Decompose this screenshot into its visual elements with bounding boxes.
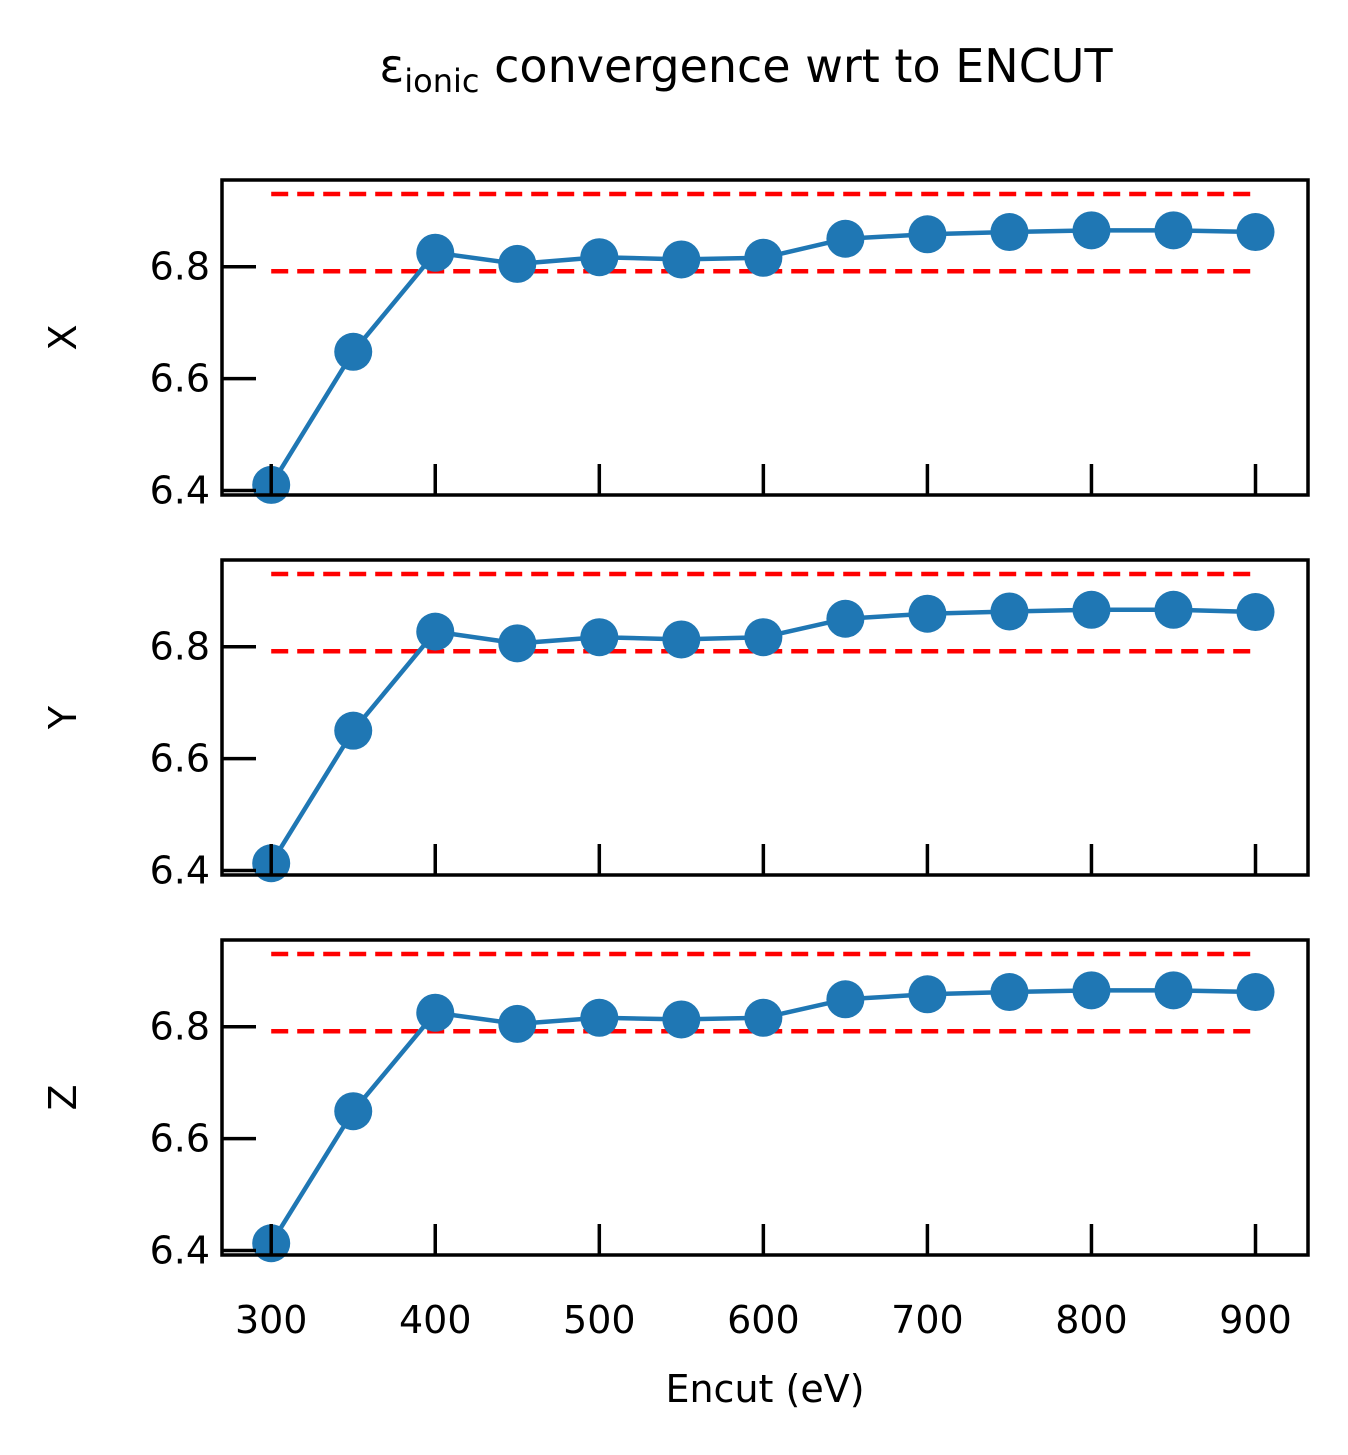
data-point xyxy=(416,233,455,272)
y-tick-label: 6.6 xyxy=(150,1117,210,1161)
x-axis-label: Encut (eV) xyxy=(665,1367,864,1411)
x-tick-label: 500 xyxy=(563,1298,636,1342)
data-point xyxy=(744,238,783,277)
panel-z: 6.4 6.6 6.8 Z 300 400 500 600 700 800 900 xyxy=(41,938,1310,1342)
x-tick-label: 400 xyxy=(399,1298,472,1342)
chart-title: εionic convergence wrt to ENCUT xyxy=(379,39,1113,100)
y-tick-label: 6.8 xyxy=(150,1005,210,1049)
x-tick-label: 700 xyxy=(891,1298,964,1342)
data-point xyxy=(744,618,783,657)
data-point xyxy=(662,1000,701,1039)
data-point xyxy=(744,998,783,1037)
data-point xyxy=(580,618,619,657)
y-tick-label: 6.4 xyxy=(150,849,210,893)
axes-frame xyxy=(220,938,1310,1257)
data-point xyxy=(990,592,1029,631)
data-point xyxy=(580,998,619,1037)
data-point xyxy=(1236,973,1275,1012)
data-point xyxy=(826,599,865,638)
title-rest: convergence wrt to ENCUT xyxy=(480,39,1114,93)
y-tick-label: 6.8 xyxy=(150,245,210,289)
y-tick-label: 6.4 xyxy=(150,469,210,513)
y-tick-label: 6.4 xyxy=(150,1229,210,1273)
y-axis-label: Z xyxy=(41,1084,85,1110)
data-point xyxy=(662,620,701,659)
data-point xyxy=(334,332,373,371)
data-point xyxy=(416,612,455,651)
data-point xyxy=(580,238,619,277)
data-point xyxy=(662,240,701,279)
panel-y: 6.4 6.6 6.8 Y xyxy=(41,558,1310,893)
data-point xyxy=(1154,971,1193,1010)
data-point xyxy=(908,215,947,254)
data-point xyxy=(334,1092,373,1131)
y-tick-label: 6.6 xyxy=(150,737,210,781)
data-point xyxy=(826,980,865,1019)
y-tick-label: 6.6 xyxy=(150,357,210,401)
data-point xyxy=(1072,971,1111,1010)
data-point xyxy=(1154,590,1193,629)
data-point xyxy=(416,993,455,1032)
data-point xyxy=(1072,590,1111,629)
axes-frame xyxy=(220,558,1310,877)
data-point xyxy=(1154,211,1193,250)
x-tick-label: 600 xyxy=(727,1298,800,1342)
data-point xyxy=(990,213,1029,252)
axes-frame xyxy=(220,178,1310,497)
x-tick-label: 900 xyxy=(1219,1298,1292,1342)
y-tick-label: 6.8 xyxy=(150,625,210,669)
x-tick-label: 800 xyxy=(1055,1298,1128,1342)
data-point xyxy=(990,973,1029,1012)
data-point xyxy=(1236,213,1275,252)
data-point xyxy=(498,624,537,663)
data-point xyxy=(498,1004,537,1043)
x-tick-label: 300 xyxy=(235,1298,308,1342)
data-point xyxy=(826,219,865,258)
panel-x: 6.4 6.6 6.8 X xyxy=(41,178,1310,513)
y-axis-label: X xyxy=(41,324,85,350)
y-axis-label: Y xyxy=(41,705,85,730)
data-point xyxy=(1236,593,1275,632)
data-point xyxy=(334,711,373,750)
data-point xyxy=(908,975,947,1014)
title-subscript: ionic xyxy=(404,62,479,100)
data-point xyxy=(1072,211,1111,250)
title-symbol: ε xyxy=(379,39,404,93)
data-point xyxy=(498,244,537,283)
data-point xyxy=(908,594,947,633)
